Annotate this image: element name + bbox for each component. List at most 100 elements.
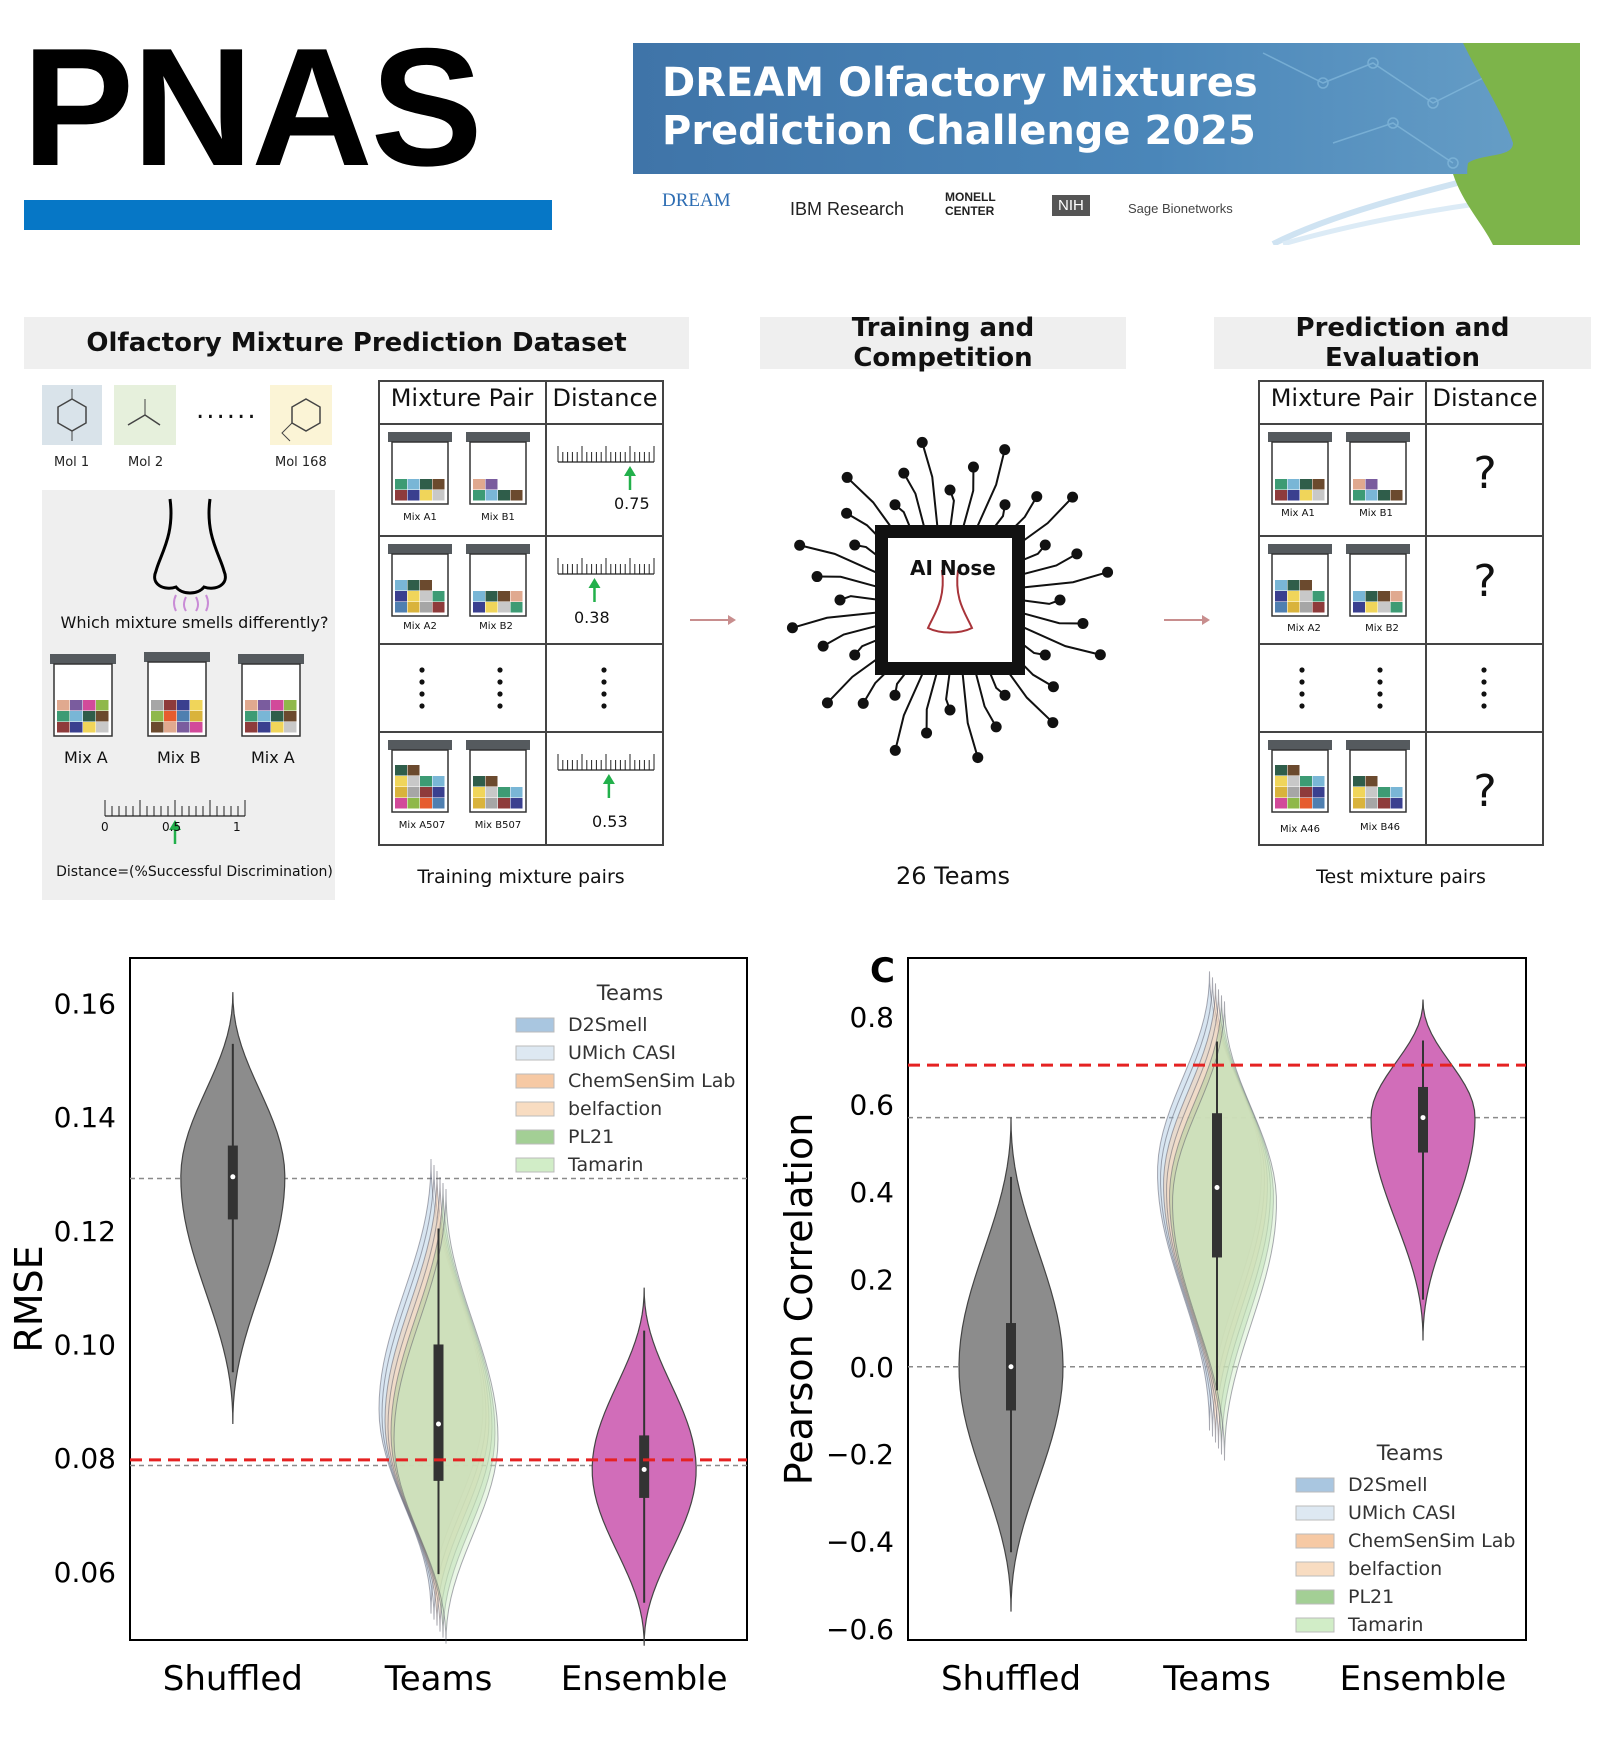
train-row3-mix-a: Mix A507 — [398, 820, 446, 831]
vertical-ellipsis-dot — [1299, 691, 1305, 697]
y-tick-label: 0.0 — [849, 1351, 894, 1384]
legend-title: Teams — [596, 981, 663, 1005]
acetaldehyde-structure-icon — [127, 399, 161, 426]
legend-entry: Tamarin — [567, 1154, 643, 1176]
y-tick-label: 0.6 — [849, 1088, 894, 1121]
legend-entry: D2Smell — [568, 1014, 648, 1036]
table-jar-a-2 — [388, 544, 452, 617]
scale-label-0: 0 — [101, 820, 109, 834]
team-violin — [1172, 1001, 1277, 1461]
ai-chip-diagram — [786, 436, 1114, 764]
training-caption: 26 Teams — [895, 862, 1011, 890]
legend-swatch — [1295, 1477, 1335, 1493]
mol-2-image — [114, 385, 176, 445]
task-scale-ticks — [104, 800, 246, 844]
vertical-ellipsis-dot — [497, 667, 503, 673]
task-mix-label-1: Mix A — [64, 748, 108, 767]
panel-label: C — [870, 951, 895, 991]
vertical-ellipsis-dot — [419, 667, 425, 673]
train-caption: Training mixture pairs — [417, 866, 625, 888]
vertical-ellipsis-dot — [1377, 667, 1383, 673]
vertical-ellipsis-dot — [497, 703, 503, 709]
median-marker — [641, 1467, 647, 1472]
median-marker — [436, 1421, 441, 1427]
train-row1-mix-a: Mix A1 — [403, 512, 437, 523]
eval-row1-mix-b: Mix B1 — [1359, 508, 1393, 519]
legend-swatch — [1295, 1561, 1335, 1577]
vertical-ellipsis-dot — [497, 679, 503, 685]
y-tick-label: −0.6 — [826, 1613, 894, 1646]
train-header-distance: Distance — [552, 384, 658, 412]
y-tick-label: 0.14 — [54, 1101, 116, 1134]
task-jar-b — [144, 652, 210, 737]
eval-row1-mix-a: Mix A1 — [1281, 508, 1315, 519]
median-marker — [1008, 1364, 1014, 1370]
pearson-violin-chart: −0.6 −0.4 −0.2 0.0 0.2 0.4 0.6 0.8 Pearson Corre… — [780, 951, 1527, 1699]
y-tick-label: 0.08 — [54, 1442, 116, 1475]
eval-row3-distance: ? — [1473, 766, 1497, 817]
indole-structure-icon — [281, 398, 321, 442]
iqr-box — [639, 1435, 650, 1498]
team-violin — [1157, 971, 1262, 1431]
scale-label-1: 1 — [233, 820, 241, 834]
dataset-panel-title: Olfactory Mixture Prediction Dataset — [24, 317, 689, 369]
sponsor-swoosh — [1271, 174, 1580, 245]
table-jar-b-1 — [1346, 432, 1410, 505]
mol-168-image — [270, 385, 332, 445]
pnas-logo: PNAS — [22, 13, 483, 201]
eval-row1-distance: ? — [1473, 448, 1497, 499]
legend-entry: UMich CASI — [568, 1042, 676, 1064]
median-marker — [1420, 1115, 1426, 1121]
legend-swatch — [515, 1157, 555, 1173]
mol-168-label: Mol 168 — [275, 455, 327, 470]
y-tick-label: 0.16 — [54, 987, 116, 1020]
legend-swatch — [1295, 1589, 1335, 1605]
mol-2-label: Mol 2 — [128, 455, 164, 470]
x-tick-label: Teams — [1162, 1659, 1271, 1699]
mol-1-image — [42, 385, 102, 445]
evaluation-table — [1258, 380, 1544, 846]
vertical-ellipsis-dot — [1299, 703, 1305, 709]
legend-entry: Tamarin — [1347, 1614, 1423, 1636]
chip-core — [888, 538, 1012, 662]
table-border — [1258, 380, 1544, 846]
legend-entry: ChemSenSim Lab — [568, 1070, 735, 1092]
train-row3-mix-b: Mix B507 — [474, 820, 522, 831]
train-row2-distance: 0.38 — [574, 608, 610, 627]
y-tick-label: 0.06 — [54, 1556, 116, 1589]
x-tick-label: Ensemble — [561, 1659, 728, 1699]
legend-swatch — [515, 1073, 555, 1089]
legend-swatch — [1295, 1617, 1335, 1633]
eval-row2-distance: ? — [1473, 556, 1497, 607]
vertical-ellipsis-dot — [1481, 679, 1487, 685]
rmse-violin-chart: 0.06 0.08 0.10 0.12 0.14 0.16 RMSE Shuffled Team… — [7, 957, 748, 1699]
distance-scale — [104, 800, 246, 844]
eval-header-distance: Distance — [1432, 384, 1538, 412]
vertical-ellipsis-dot — [497, 691, 503, 697]
question-text: Which mixture smells differently? — [60, 613, 329, 632]
vertical-ellipsis-dot — [601, 679, 607, 685]
x-tick-label: Shuffled — [941, 1659, 1081, 1699]
task-mix-jars — [50, 652, 304, 737]
logo-underline-bar — [24, 200, 552, 230]
y-tick-label: 0.10 — [54, 1328, 116, 1361]
vertical-ellipsis-dot — [1299, 667, 1305, 673]
team-violin — [393, 1188, 499, 1644]
train-row2-mix-a: Mix A2 — [403, 621, 437, 632]
vertical-ellipsis-dot — [601, 691, 607, 697]
x-tick-label: Teams — [384, 1659, 493, 1699]
legend-swatch — [1295, 1533, 1335, 1549]
iqr-box — [227, 1145, 238, 1220]
sponsor-monell: MONELL CENTER — [945, 190, 996, 218]
x-tick-label: Ensemble — [1340, 1659, 1507, 1699]
vertical-ellipsis-dot — [1299, 679, 1305, 685]
eval-row2-mix-a: Mix A2 — [1287, 623, 1321, 634]
vertical-ellipsis-dot — [419, 679, 425, 685]
table-jar-b-2 — [1346, 544, 1410, 617]
nose-outline-icon — [153, 498, 227, 612]
table-jar-a-1 — [388, 432, 452, 505]
legend-swatch — [515, 1017, 555, 1033]
sponsor-dream: DREAM — [662, 190, 731, 211]
mol-1-label: Mol 1 — [54, 455, 90, 470]
table-jar-b-3 — [1346, 740, 1410, 813]
